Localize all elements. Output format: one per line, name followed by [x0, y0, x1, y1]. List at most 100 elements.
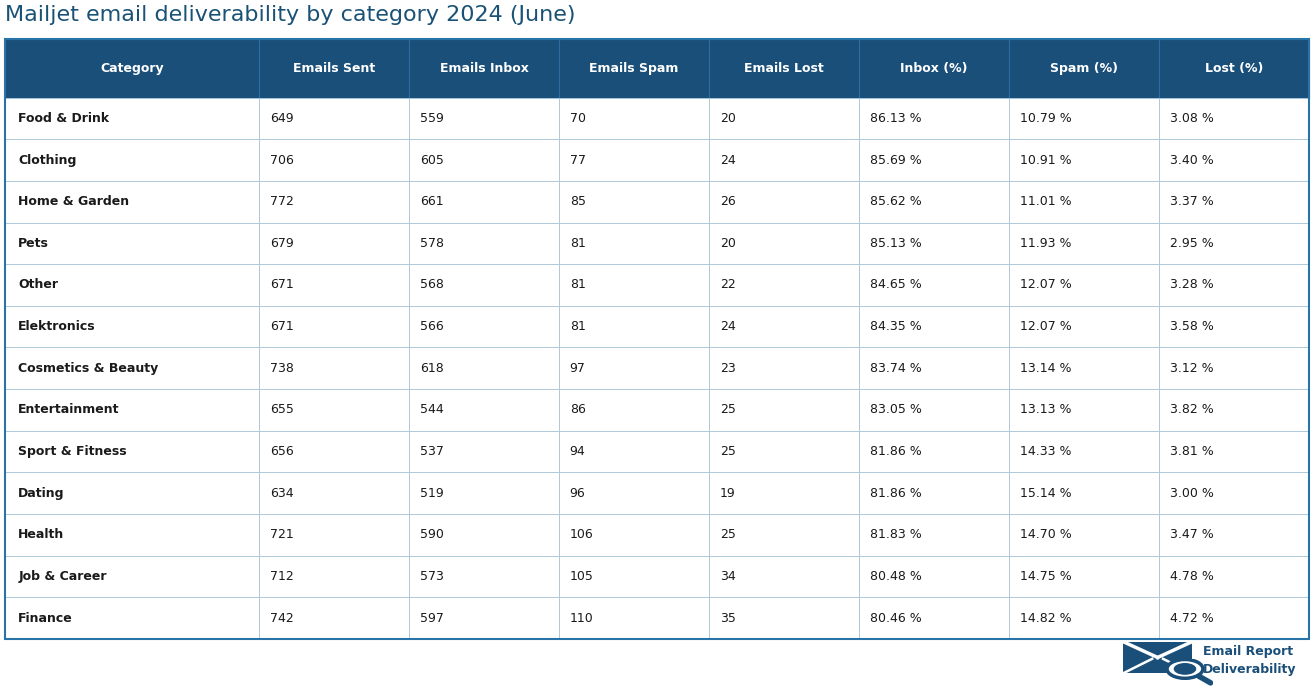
- Text: 721: 721: [269, 528, 293, 542]
- Text: 85.13 %: 85.13 %: [870, 237, 921, 250]
- Text: 13.14 %: 13.14 %: [1020, 362, 1071, 375]
- Text: 85.69 %: 85.69 %: [870, 154, 921, 167]
- Text: Mailjet email deliverability by category 2024 (June): Mailjet email deliverability by category…: [5, 5, 576, 25]
- Text: 20: 20: [720, 237, 736, 250]
- Text: 81.86 %: 81.86 %: [870, 486, 921, 500]
- Text: 590: 590: [419, 528, 444, 542]
- Text: 12.07 %: 12.07 %: [1020, 278, 1071, 291]
- Text: Elektronics: Elektronics: [18, 320, 96, 333]
- Text: 86: 86: [570, 404, 586, 416]
- Text: 70: 70: [570, 112, 586, 125]
- Text: 83.05 %: 83.05 %: [870, 404, 921, 416]
- Text: 105: 105: [570, 570, 594, 583]
- Text: 661: 661: [419, 195, 443, 208]
- Text: 3.28 %: 3.28 %: [1169, 278, 1213, 291]
- Text: Category: Category: [100, 62, 164, 75]
- Text: 566: 566: [419, 320, 444, 333]
- Text: Other: Other: [18, 278, 58, 291]
- Text: 94: 94: [570, 445, 586, 458]
- Text: 738: 738: [269, 362, 293, 375]
- Bar: [1123, 642, 1192, 673]
- Text: 655: 655: [269, 404, 293, 416]
- Text: 3.82 %: 3.82 %: [1169, 404, 1213, 416]
- Text: 618: 618: [419, 362, 444, 375]
- Text: 3.81 %: 3.81 %: [1169, 445, 1213, 458]
- Text: 20: 20: [720, 112, 736, 125]
- Text: Entertainment: Entertainment: [18, 404, 120, 416]
- Text: 85: 85: [570, 195, 586, 208]
- Text: 12.07 %: 12.07 %: [1020, 320, 1071, 333]
- Text: Inbox (%): Inbox (%): [900, 62, 968, 75]
- Text: 24: 24: [720, 154, 736, 167]
- Text: 26: 26: [720, 195, 736, 208]
- Text: 35: 35: [720, 612, 736, 625]
- Text: 544: 544: [419, 404, 444, 416]
- Text: 110: 110: [570, 612, 594, 625]
- Text: 25: 25: [720, 528, 736, 542]
- Text: 3.12 %: 3.12 %: [1169, 362, 1213, 375]
- Text: 4.72 %: 4.72 %: [1169, 612, 1213, 625]
- Text: 77: 77: [570, 154, 586, 167]
- Text: 106: 106: [570, 528, 594, 542]
- Text: Cosmetics & Beauty: Cosmetics & Beauty: [18, 362, 159, 375]
- Circle shape: [1167, 659, 1202, 678]
- Text: Food & Drink: Food & Drink: [18, 112, 109, 125]
- Text: 10.91 %: 10.91 %: [1020, 154, 1071, 167]
- Text: 11.93 %: 11.93 %: [1020, 237, 1071, 250]
- Text: 634: 634: [269, 486, 293, 500]
- Text: 80.48 %: 80.48 %: [870, 570, 921, 583]
- Text: 605: 605: [419, 154, 444, 167]
- Text: 3.00 %: 3.00 %: [1169, 486, 1213, 500]
- Text: 85.62 %: 85.62 %: [870, 195, 921, 208]
- Text: 22: 22: [720, 278, 736, 291]
- Text: 11.01 %: 11.01 %: [1020, 195, 1071, 208]
- Text: 3.40 %: 3.40 %: [1169, 154, 1213, 167]
- Text: 96: 96: [570, 486, 586, 500]
- Text: 14.75 %: 14.75 %: [1020, 570, 1071, 583]
- Text: Spam (%): Spam (%): [1050, 62, 1118, 75]
- Text: 2.95 %: 2.95 %: [1169, 237, 1213, 250]
- Text: 15.14 %: 15.14 %: [1020, 486, 1071, 500]
- Text: 81: 81: [570, 278, 586, 291]
- Text: 706: 706: [269, 154, 293, 167]
- Text: Emails Spam: Emails Spam: [590, 62, 679, 75]
- Text: 10.79 %: 10.79 %: [1020, 112, 1071, 125]
- Text: Emails Sent: Emails Sent: [293, 62, 376, 75]
- Circle shape: [1173, 663, 1196, 675]
- Text: 656: 656: [269, 445, 293, 458]
- Text: Pets: Pets: [18, 237, 49, 250]
- Text: Clothing: Clothing: [18, 154, 76, 167]
- Text: 23: 23: [720, 362, 736, 375]
- Text: 3.58 %: 3.58 %: [1169, 320, 1213, 333]
- Text: Emails Inbox: Emails Inbox: [440, 62, 528, 75]
- Text: Dating: Dating: [18, 486, 64, 500]
- Text: Deliverability: Deliverability: [1202, 663, 1296, 676]
- Text: 671: 671: [269, 278, 293, 291]
- Text: Lost (%): Lost (%): [1205, 62, 1263, 75]
- Text: 568: 568: [419, 278, 444, 291]
- Text: 24: 24: [720, 320, 736, 333]
- Text: Finance: Finance: [18, 612, 72, 625]
- Text: 597: 597: [419, 612, 444, 625]
- Text: 25: 25: [720, 404, 736, 416]
- Text: 712: 712: [269, 570, 293, 583]
- Text: 573: 573: [419, 570, 444, 583]
- Text: 84.65 %: 84.65 %: [870, 278, 921, 291]
- Text: 742: 742: [269, 612, 293, 625]
- Text: 519: 519: [419, 486, 444, 500]
- Text: 4.78 %: 4.78 %: [1169, 570, 1213, 583]
- Text: 3.08 %: 3.08 %: [1169, 112, 1213, 125]
- Text: Email Report: Email Report: [1202, 645, 1293, 658]
- Text: 14.70 %: 14.70 %: [1020, 528, 1071, 542]
- Text: 14.82 %: 14.82 %: [1020, 612, 1071, 625]
- Text: 81.83 %: 81.83 %: [870, 528, 921, 542]
- Text: 80.46 %: 80.46 %: [870, 612, 921, 625]
- Text: 25: 25: [720, 445, 736, 458]
- Text: Job & Career: Job & Career: [18, 570, 106, 583]
- Text: 772: 772: [269, 195, 293, 208]
- Text: 3.37 %: 3.37 %: [1169, 195, 1213, 208]
- Text: 537: 537: [419, 445, 444, 458]
- Text: 671: 671: [269, 320, 293, 333]
- Text: Sport & Fitness: Sport & Fitness: [18, 445, 126, 458]
- Text: 559: 559: [419, 112, 444, 125]
